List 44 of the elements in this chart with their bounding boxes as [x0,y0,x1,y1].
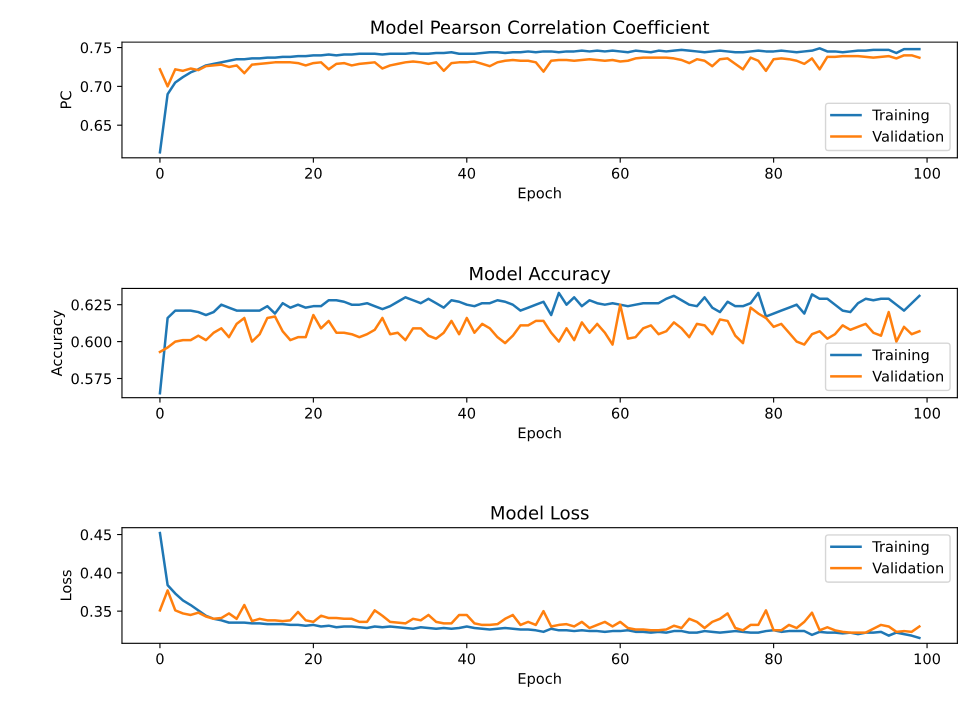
x-tick-label: 40 [458,408,476,419]
x-axis-title: Epoch [518,427,561,442]
y-axis-title: PC [60,91,72,108]
x-tick-label: 100 [914,168,940,179]
x-tick-label: 0 [156,168,164,179]
y-tick-label: 0.45 [80,529,111,540]
y-tick-label: 0.35 [80,606,111,617]
line-series [158,589,921,634]
legend-label: Training [872,540,928,555]
chart-title: Model Pearson Correlation Coefficient [372,20,710,34]
x-tick-label: 40 [458,168,476,179]
y-tick-label: 0.575 [71,373,111,384]
y-tick-label: 0.65 [80,120,111,131]
x-tick-label: 100 [914,653,940,664]
x-tick-label: 80 [765,653,782,664]
x-tick-label: 0 [156,408,164,419]
legend-label: Validation [872,370,943,382]
x-tick-label: 20 [305,168,322,179]
x-tick-label: 80 [765,168,782,179]
y-tick-label: 0.75 [80,42,111,54]
chart-title: Model Accuracy [470,266,610,284]
x-tick-label: 60 [612,408,629,419]
legend-label: Training [872,349,928,364]
x-tick-label: 0 [156,653,164,664]
x-tick-label: 20 [305,653,322,664]
y-tick-label: 0.600 [71,336,112,348]
x-tick-label: 20 [305,408,322,419]
x-axis-title: Epoch [518,672,561,687]
y-tick-label: 0.625 [71,299,111,310]
legend-label: Validation [872,562,943,574]
y-tick-label: 0.70 [80,81,112,92]
line-series [158,54,921,88]
x-tick-label: 60 [612,653,629,664]
x-tick-label: 40 [458,653,476,664]
y-axis-title: Loss [60,570,72,600]
chart-title: Model Loss [492,506,589,520]
x-axis-title: Epoch [518,187,561,202]
x-tick-label: 60 [612,168,629,179]
x-tick-label: 100 [914,408,940,419]
legend-label: Validation [872,130,943,142]
y-axis-title: Accuracy [51,310,65,376]
legend-label: Training [872,109,928,124]
x-tick-label: 80 [765,408,782,419]
y-tick-label: 0.40 [80,568,112,579]
